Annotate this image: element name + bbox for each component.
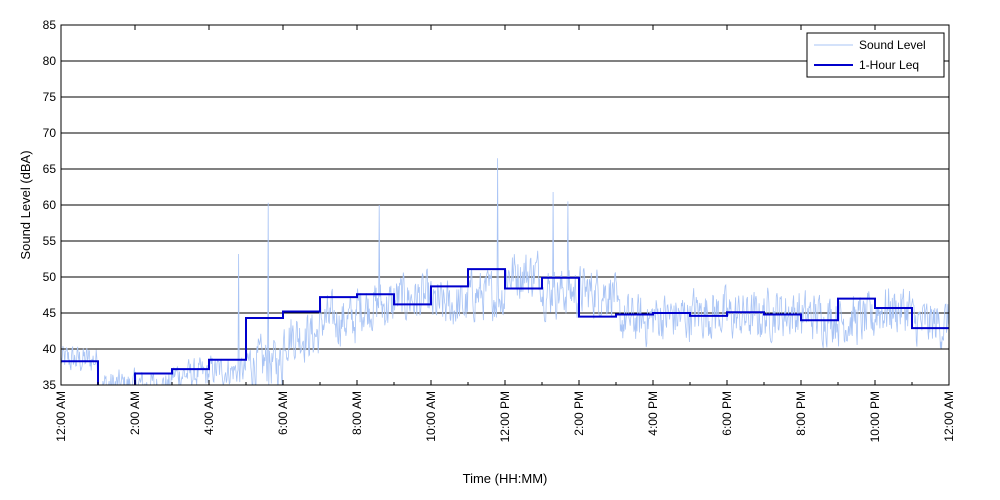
x-tick-label: 12:00 AM: [54, 391, 68, 442]
x-tick-label: 6:00 PM: [720, 391, 734, 436]
y-tick-label: 60: [43, 198, 57, 212]
x-tick-label: 4:00 AM: [202, 391, 216, 435]
x-axis-title: Time (HH:MM): [463, 471, 548, 486]
x-tick-label: 10:00 PM: [868, 391, 882, 442]
x-tick-label: 8:00 PM: [794, 391, 808, 436]
y-tick-label: 35: [43, 378, 57, 392]
y-tick-label: 40: [43, 342, 57, 356]
y-tick-label: 65: [43, 162, 57, 176]
y-axis-title: Sound Level (dBA): [18, 150, 33, 259]
y-tick-label: 55: [43, 234, 57, 248]
x-tick-label: 12:00 AM: [942, 391, 956, 442]
y-tick-label: 50: [43, 270, 57, 284]
series-1-hour-leq: [61, 268, 949, 385]
legend-box: [806, 32, 945, 78]
y-tick-label: 85: [43, 18, 57, 32]
y-axis-ticks: 35 40 45 50 55 60 65 70 75 80 85: [43, 18, 949, 392]
x-tick-label: 12:00 PM: [498, 391, 512, 442]
y-tick-label: 80: [43, 54, 57, 68]
legend-label-1-hour-leq: 1-Hour Leq: [859, 58, 919, 72]
x-tick-label: 10:00 AM: [424, 391, 438, 442]
y-tick-label: 70: [43, 126, 57, 140]
series-group: [61, 158, 949, 385]
legend: Sound Level 1-Hour Leq: [806, 32, 945, 78]
x-tick-label: 8:00 AM: [350, 391, 364, 435]
y-tick-label: 45: [43, 306, 57, 320]
x-tick-label: 2:00 AM: [128, 391, 142, 435]
x-tick-label: 6:00 AM: [276, 391, 290, 435]
x-tick-label: 4:00 PM: [646, 391, 660, 436]
y-tick-label: 75: [43, 90, 57, 104]
legend-label-sound-level: Sound Level: [859, 38, 926, 52]
x-axis-ticks: 12:00 AM 2:00 AM 4:00 AM 6:00 AM 8:00 AM 10:0…: [54, 25, 956, 442]
x-tick-label: 2:00 PM: [572, 391, 586, 436]
